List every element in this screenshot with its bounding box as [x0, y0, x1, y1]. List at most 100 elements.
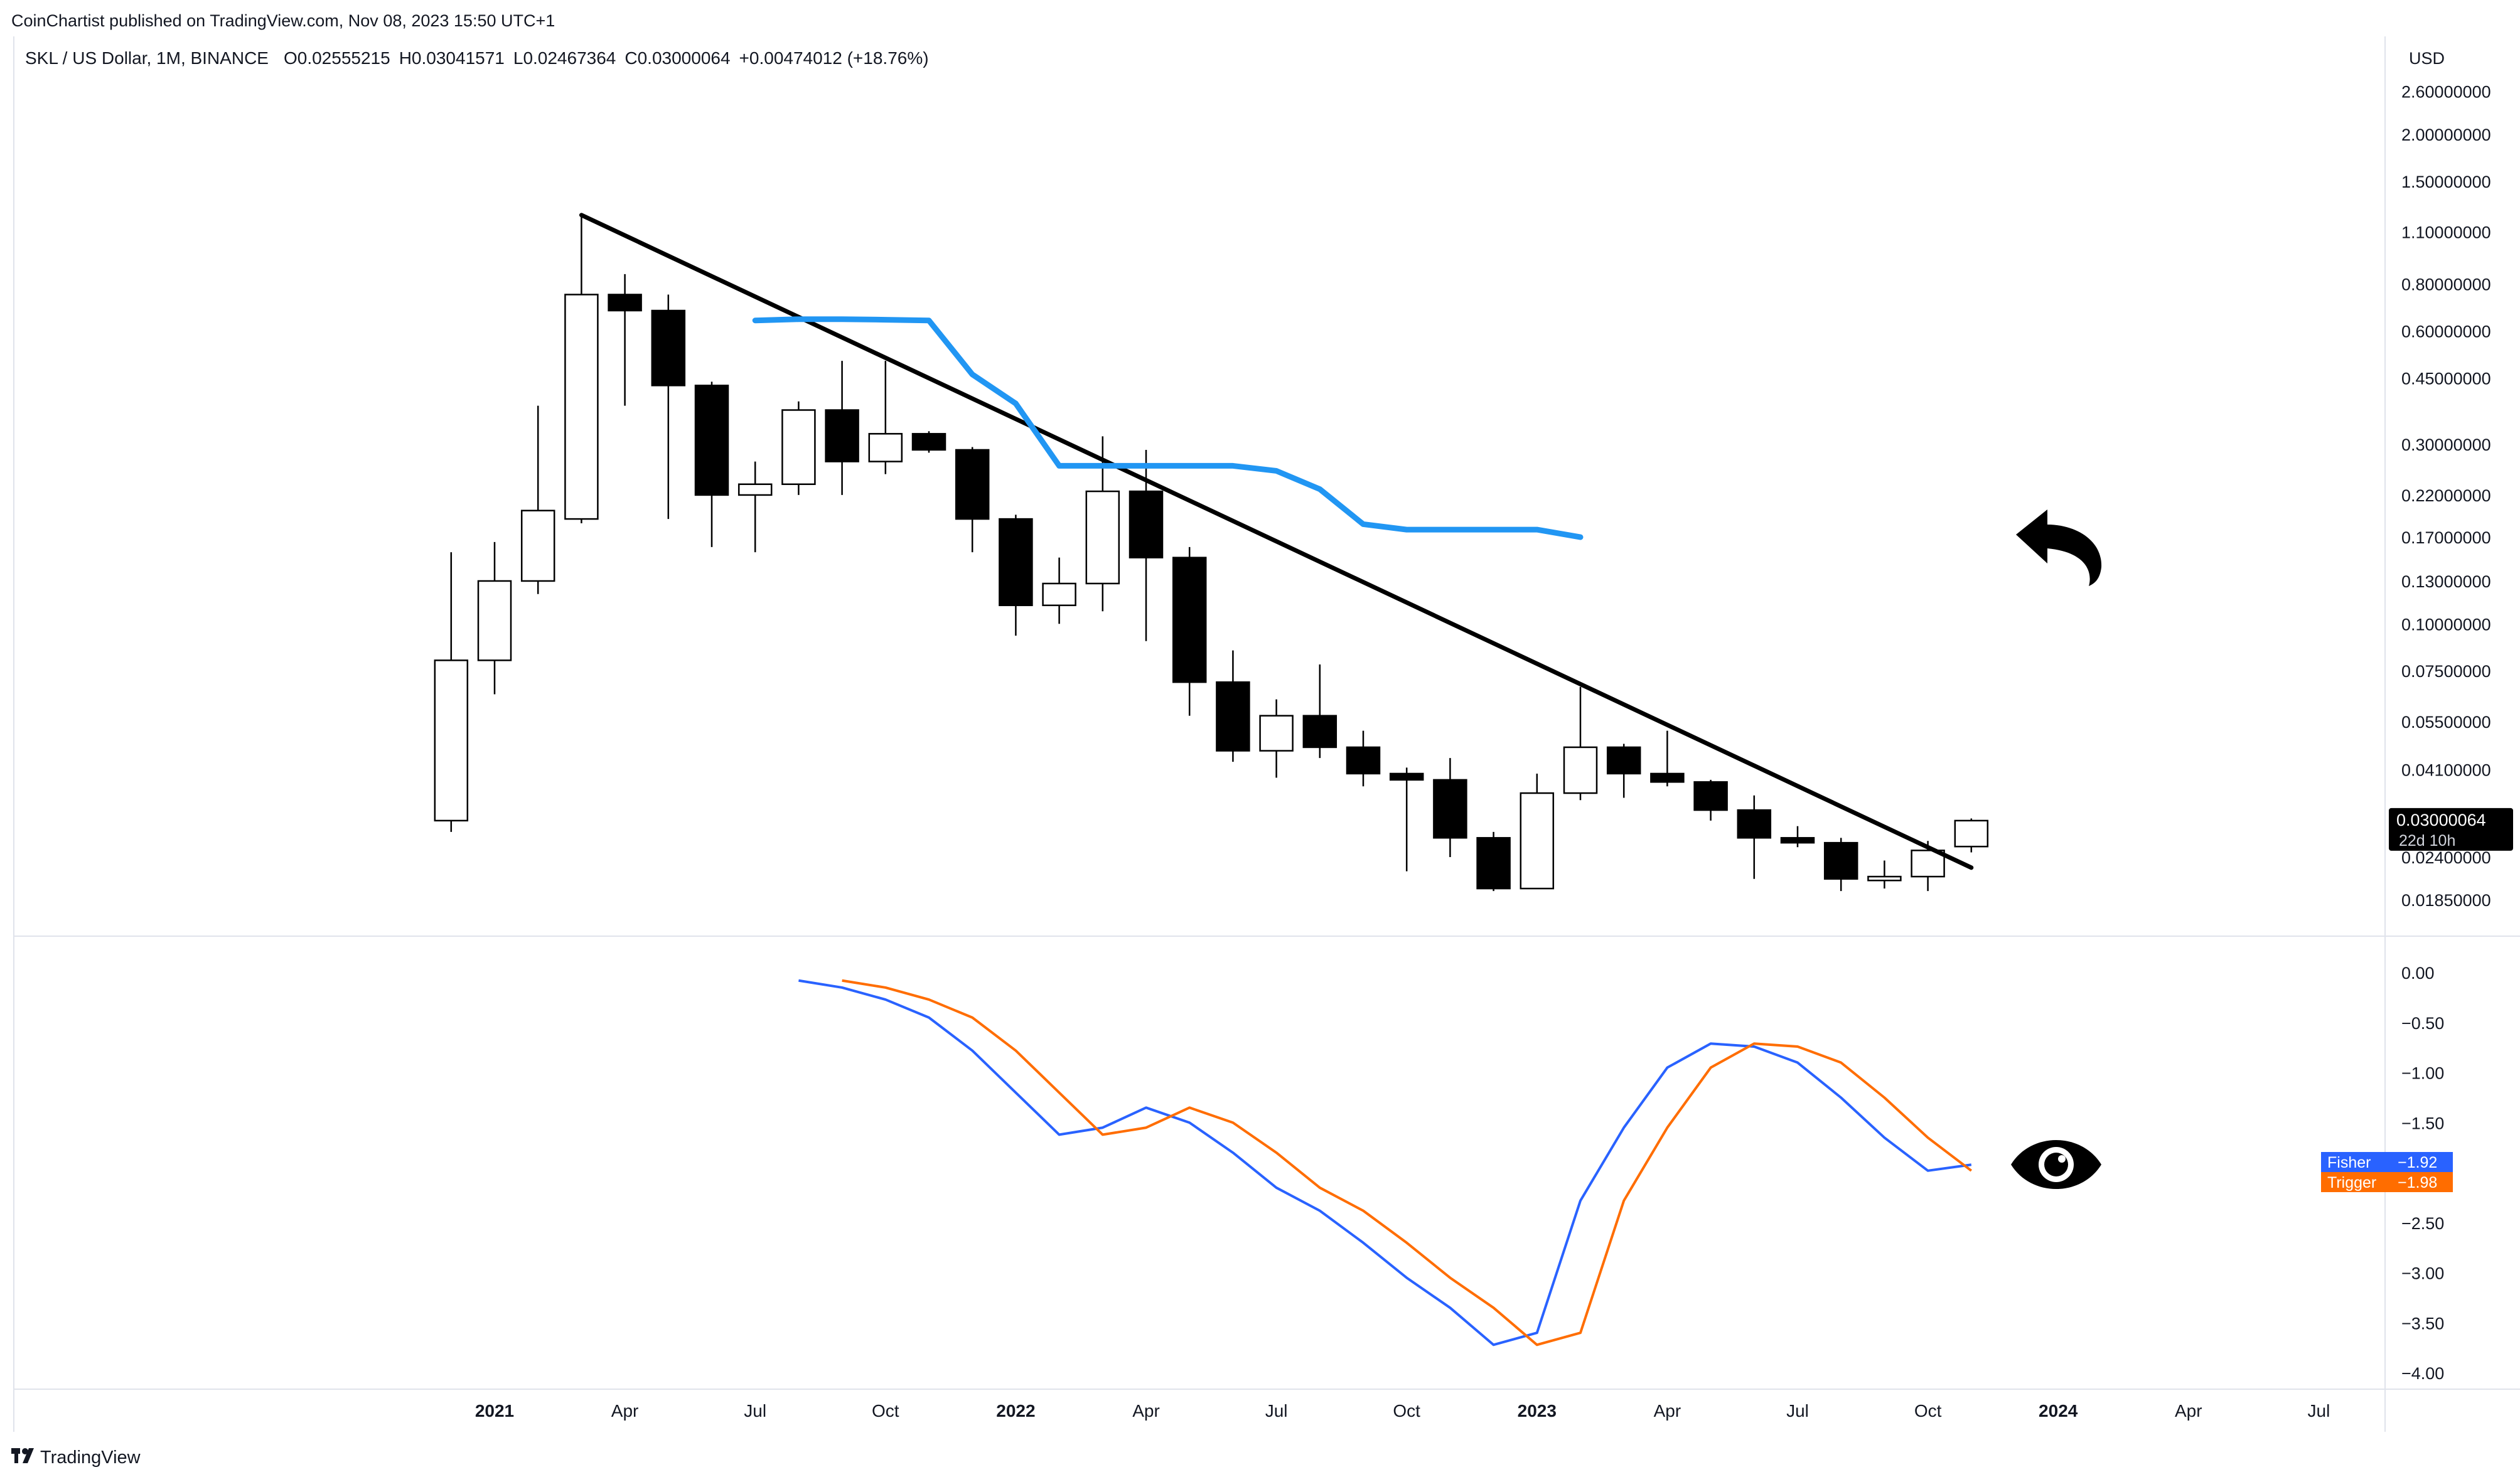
candle [1302, 664, 1338, 759]
fisher-tag-value: −1.92 [2398, 1154, 2437, 1171]
time-axis: 2021 Apr Jul Oct 2022 Apr Jul Oct 2023 Apr Jul Oct 2… [475, 1401, 2330, 1421]
candle-body [1476, 837, 1511, 890]
candle [564, 215, 599, 524]
candle [1563, 686, 1598, 801]
candle-body [868, 433, 903, 462]
candle-body [651, 309, 686, 387]
candle-body [1129, 490, 1164, 558]
tradingview-logo [11, 1448, 34, 1463]
candle-body [564, 294, 599, 520]
trigger-tag-name: Trigger [2327, 1174, 2376, 1192]
price-tick-label: 0.80000000 [2401, 275, 2491, 294]
candle-body [1259, 715, 1294, 752]
candle [434, 552, 469, 832]
last-price-label: 0.03000064 [2396, 811, 2486, 829]
candle [477, 541, 512, 695]
candle [1520, 773, 1555, 890]
candle-body [1954, 819, 1989, 848]
candle [694, 381, 729, 547]
trigger-line [842, 979, 1973, 1346]
oscillator-tick-label: −1.00 [2401, 1064, 2444, 1083]
price-tick-label: 2.60000000 [2401, 83, 2491, 102]
price-tick-label: 0.45000000 [2401, 370, 2491, 388]
last-price-marker: 0.03000064 22d 10h [2389, 808, 2513, 851]
low-value: 0.02467364 [523, 48, 616, 68]
trigger-tag: Trigger −1.98 [2321, 1172, 2453, 1192]
overlay-line-layer [752, 316, 1584, 540]
price-tick-label: 0.04100000 [2401, 761, 2491, 780]
time-tick-label: Oct [872, 1401, 899, 1421]
candle [1042, 557, 1076, 624]
time-tick-label: 2021 [475, 1401, 514, 1421]
candle-body [1085, 490, 1120, 585]
candle [1433, 758, 1467, 857]
symbol-legend: SKL / US Dollar, 1M, BINANCE O0.02555215 H… [25, 48, 929, 68]
open-value: 0.02555215 [298, 48, 390, 68]
candle [1216, 650, 1250, 762]
candle-body [955, 449, 990, 520]
candle-body [825, 409, 859, 462]
oscillator-tick-label: −3.50 [2401, 1314, 2444, 1333]
price-tick-label: 0.60000000 [2401, 323, 2491, 341]
oscillator-tick-label: −0.50 [2401, 1014, 2444, 1033]
candle-body [999, 518, 1033, 607]
downtrend-line [579, 213, 1974, 870]
trendline-layer [579, 213, 1974, 870]
candle-body [1042, 582, 1076, 607]
candle-body [737, 483, 773, 496]
candle-body [1780, 837, 1815, 844]
time-tick-label: Apr [2175, 1401, 2202, 1421]
candle-body [1302, 715, 1338, 749]
candle-body [1650, 772, 1685, 783]
candle [520, 405, 555, 594]
price-tick-label: 0.22000000 [2401, 486, 2491, 505]
candle-body [1823, 841, 1858, 880]
candle [1650, 730, 1685, 787]
footer-brand: TradingView [40, 1448, 141, 1468]
time-tick-label: Jul [2308, 1401, 2330, 1421]
high-value: 0.03041571 [412, 48, 505, 68]
price-tick-label: 0.30000000 [2401, 435, 2491, 454]
price-tick-label: 1.50000000 [2401, 173, 2491, 191]
candle-body [477, 580, 512, 661]
candle [868, 361, 903, 474]
candle-body [608, 294, 642, 312]
candle-body [911, 433, 946, 451]
candle-body [520, 509, 555, 582]
candle [1954, 818, 1989, 853]
price-tick-label: 0.10000000 [2401, 615, 2491, 634]
price-tick-label: 0.13000000 [2401, 572, 2491, 591]
countdown-label: 22d 10h [2399, 832, 2455, 850]
candle [1476, 831, 1511, 892]
candle-body [694, 385, 729, 496]
candle-body [1346, 746, 1381, 775]
candle [1085, 436, 1120, 612]
candle-body [1606, 746, 1641, 775]
candle [1172, 547, 1207, 716]
oscillator-tick-label: −4.00 [2401, 1364, 2444, 1383]
overlay-line [752, 316, 1584, 540]
candle [651, 294, 686, 520]
candle-body [1520, 792, 1555, 890]
candle-body [1911, 850, 1945, 878]
price-tick-label: 0.17000000 [2401, 528, 2491, 547]
candle [737, 461, 773, 553]
candle-body [1563, 746, 1598, 794]
fisher-tag-name: Fisher [2327, 1154, 2371, 1171]
candle [1737, 795, 1772, 879]
candle [999, 515, 1033, 636]
candle [1867, 860, 1902, 889]
candle-body [1389, 772, 1424, 781]
high-label: H [399, 48, 412, 68]
oscillator-tick-label: −2.50 [2401, 1214, 2444, 1233]
candle-body [434, 659, 469, 822]
candle-body [1216, 681, 1250, 752]
candle-body [1693, 781, 1728, 811]
time-tick-label: 2023 [1518, 1401, 1557, 1421]
fisher-line [798, 979, 1972, 1346]
time-tick-label: 2024 [2039, 1401, 2078, 1421]
candle [1693, 779, 1728, 821]
open-label: O [284, 48, 298, 68]
currency-label: USD [2409, 49, 2445, 68]
